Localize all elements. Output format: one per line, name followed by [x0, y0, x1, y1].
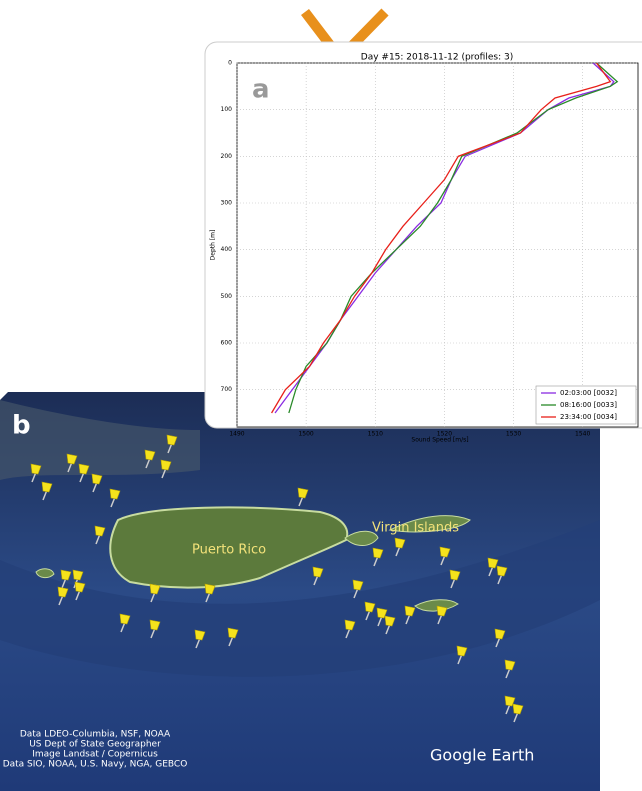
- pin-head: [144, 449, 156, 461]
- x-tick-label: 1490: [229, 431, 244, 438]
- attribution: Image Landsat / Copernicus: [32, 750, 158, 760]
- pin-head: [436, 605, 448, 617]
- pin-head: [149, 583, 161, 595]
- island-puerto-rico: [109, 506, 349, 589]
- pin-head: [94, 525, 106, 537]
- pin-head: [494, 628, 506, 640]
- y-tick-label: 200: [221, 153, 233, 160]
- attribution: Data LDEO-Columbia, NSF, NOAA: [20, 730, 171, 740]
- y-tick-label: 700: [221, 386, 233, 393]
- x-tick-label: 1510: [368, 431, 383, 438]
- y-tick-label: 300: [221, 200, 233, 207]
- pin-head: [66, 453, 78, 465]
- pin-head: [504, 659, 516, 671]
- brand: Google Earth: [430, 746, 534, 765]
- chart-panel: Day #15: 2018-11-12 (profiles: 3) Sound …: [204, 41, 642, 444]
- y-tick-label: 100: [221, 106, 233, 113]
- pin-head: [78, 463, 90, 475]
- profile-line: [288, 63, 619, 414]
- pin-head: [74, 581, 86, 593]
- y-tick-label: 0: [228, 60, 232, 67]
- map-panel: Puerto Rico Virgin Islands Data LDEO-Col…: [0, 392, 600, 791]
- pin-head: [456, 645, 468, 657]
- pin-head: [364, 601, 376, 613]
- y-axis-label: Depth [m]: [210, 230, 217, 261]
- pin-head: [496, 565, 508, 577]
- pin-head: [384, 615, 396, 627]
- pin-head: [166, 434, 178, 446]
- island-virgin: [388, 515, 471, 533]
- y-tick-label: 400: [221, 246, 233, 253]
- x-tick-label: 1520: [437, 431, 452, 438]
- pin-head: [372, 547, 384, 559]
- pin-head: [512, 703, 524, 715]
- pin-head: [376, 607, 388, 619]
- pin-head: [204, 583, 216, 595]
- y-tick-label: 500: [221, 293, 233, 300]
- legend-label: 23:34:00 [0034]: [560, 413, 617, 421]
- pin-head: [404, 605, 416, 617]
- lines: [271, 63, 619, 414]
- x-axis-label: Sound Speed [m/s]: [411, 437, 468, 444]
- legend-label: 02:03:00 [0032]: [560, 389, 617, 397]
- pin-head: [312, 566, 324, 578]
- attribution: Data SIO, NOAA, U.S. Navy, NGA, GEBCO: [3, 760, 188, 770]
- chart-frame: [204, 41, 642, 429]
- x-tick-label: 1540: [575, 431, 590, 438]
- plot-area: [236, 62, 639, 428]
- chart-title: Day #15: 2018-11-12 (profiles: 3): [361, 53, 513, 63]
- island-mona: [35, 568, 55, 579]
- legend-label: 08:16:00 [0033]: [560, 401, 617, 409]
- pin-head: [149, 619, 161, 631]
- y-tick-label: 600: [221, 340, 233, 347]
- pins: [30, 434, 524, 723]
- panel-label: b: [12, 411, 31, 441]
- pin-head: [439, 546, 451, 558]
- pin-head: [352, 579, 364, 591]
- pin-head: [504, 695, 516, 707]
- x-tick-label: 1530: [506, 431, 521, 438]
- place-label: Puerto Rico: [192, 543, 266, 558]
- trench: [0, 520, 600, 677]
- pin-head: [449, 569, 461, 581]
- pin-head: [57, 586, 69, 598]
- x-tick-label: 1500: [298, 431, 313, 438]
- pin-head: [60, 569, 72, 581]
- pin-head: [160, 459, 172, 471]
- pin-head: [227, 627, 239, 639]
- place-label: Virgin Islands: [372, 521, 459, 536]
- pin-head: [297, 487, 309, 499]
- pin-head: [487, 557, 499, 569]
- pin-head: [394, 537, 406, 549]
- pin-head: [344, 619, 356, 631]
- profile-line: [271, 63, 612, 414]
- pin-head: [109, 488, 121, 500]
- island-vieques: [344, 530, 379, 546]
- pin-head: [119, 613, 131, 625]
- map-background: [0, 392, 600, 791]
- pin-head: [30, 463, 42, 475]
- panel-label: a: [252, 75, 270, 105]
- pin-head: [91, 473, 103, 485]
- pin-head: [41, 481, 53, 493]
- pin-head: [72, 569, 84, 581]
- attribution: US Dept of State Geographer: [29, 740, 161, 750]
- pin-head: [194, 629, 206, 641]
